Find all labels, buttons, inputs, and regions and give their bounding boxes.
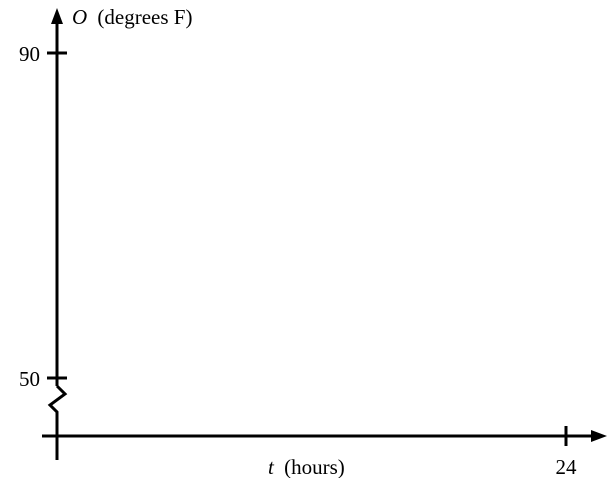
x-axis-label: t (hours)	[268, 455, 345, 478]
y-tick-label-90: 90	[19, 42, 40, 66]
y-axis-label: O (degrees F)	[72, 5, 192, 29]
x-axis-unit: (hours)	[284, 455, 345, 478]
x-axis-arrow	[591, 430, 607, 442]
y-tick-label-50: 50	[19, 367, 40, 391]
x-tick-label-24: 24	[556, 455, 578, 478]
y-axis-unit: (degrees F)	[97, 5, 192, 29]
y-axis-break	[47, 384, 68, 460]
y-axis-variable: O	[72, 5, 87, 29]
y-axis-arrow	[51, 8, 63, 24]
x-axis-variable: t	[268, 455, 275, 478]
